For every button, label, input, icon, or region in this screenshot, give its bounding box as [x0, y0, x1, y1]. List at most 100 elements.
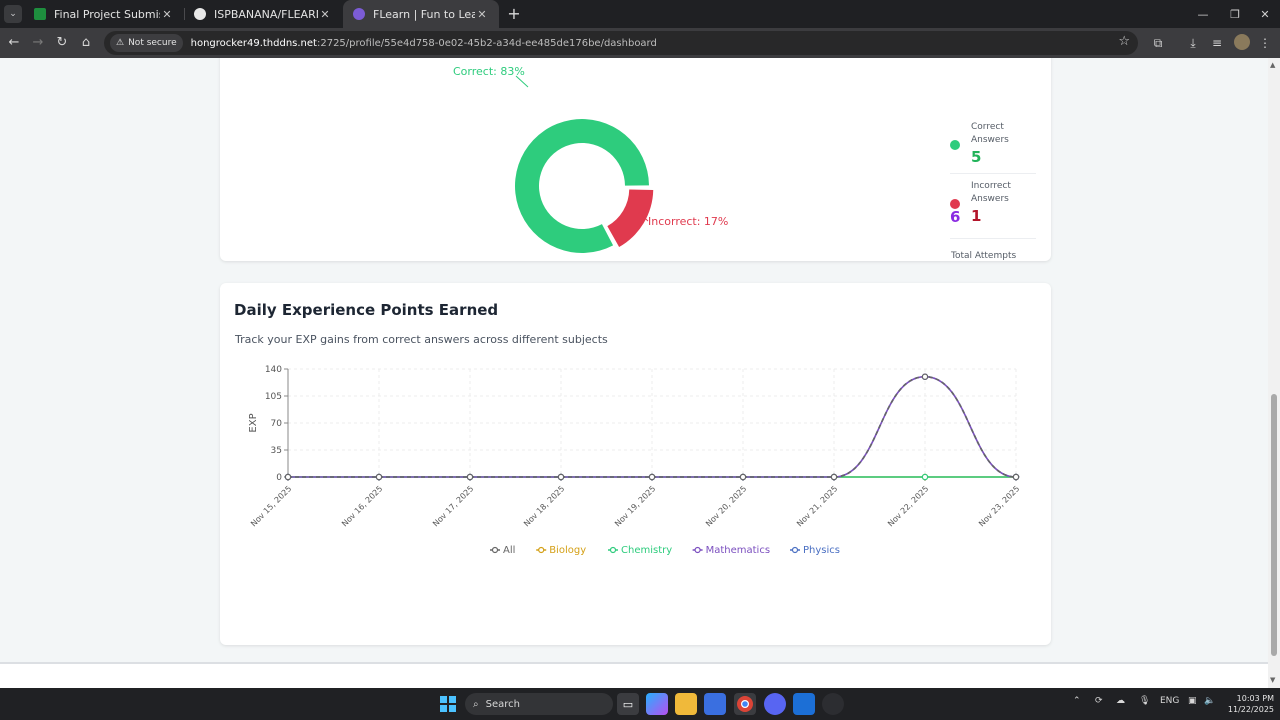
extensions-icon[interactable]: ⧉ — [1153, 36, 1163, 50]
data-point[interactable] — [739, 473, 747, 481]
data-point[interactable] — [284, 473, 292, 481]
menu-icon[interactable]: ⋮ — [1259, 36, 1271, 50]
x-tick-label: Nov 22, 2025 — [886, 484, 930, 528]
chrome-icon[interactable] — [734, 693, 756, 715]
address-bar[interactable]: ⚠ Not secure hongrocker49.thddns.net:272… — [104, 31, 1138, 55]
system-clock[interactable]: 10:03 PM 11/22/2025 — [1222, 693, 1274, 715]
profile-avatar[interactable] — [1234, 34, 1250, 50]
taskbar-search-label: Search — [485, 698, 520, 710]
tab-flearn[interactable]: FLearn | Fun to Learn ✕ — [343, 0, 499, 28]
copilot-icon[interactable] — [646, 693, 668, 715]
incorrect-answers-value: 1 — [971, 207, 982, 225]
section-subtitle: Track your EXP gains from correct answer… — [235, 333, 608, 346]
data-point[interactable] — [830, 473, 838, 481]
url-path: :2725/profile/55e4d758-0e02-45b2-a34d-ee… — [316, 37, 657, 49]
legend-item-all[interactable]: All — [490, 545, 515, 556]
download-icon[interactable]: ⤓ — [1190, 36, 1196, 50]
legend-marker-icon — [538, 546, 545, 554]
y-axis-label: EXP — [248, 413, 259, 432]
tab-strip: ⌄ Final Project Submission ✕ ISPBANANA/F… — [0, 0, 1280, 28]
data-point[interactable] — [466, 473, 474, 481]
legend-item-mathematics[interactable]: Mathematics — [692, 545, 770, 556]
close-icon[interactable]: ✕ — [162, 7, 172, 21]
data-point[interactable] — [1012, 473, 1020, 481]
vpn-app-icon[interactable] — [793, 693, 815, 715]
browser-toolbar: ← → ↻ ⌂ ⚠ Not secure hongrocker49.thddns… — [0, 28, 1280, 58]
cloud-icon[interactable]: ☁ — [1116, 696, 1125, 706]
data-point[interactable] — [648, 473, 656, 481]
legend-marker-icon — [791, 546, 799, 554]
scroll-down-icon[interactable]: ▼ — [1270, 676, 1276, 684]
legend-marker-icon — [609, 546, 617, 554]
home-icon[interactable]: ⌂ — [81, 35, 91, 50]
close-icon[interactable]: ✕ — [477, 7, 487, 21]
windows-start-icon[interactable] — [437, 693, 459, 715]
security-label: Not secure — [128, 38, 177, 48]
accuracy-donut-svg — [515, 75, 654, 253]
correct-slice-label: Correct: 83% — [453, 65, 525, 78]
tab-search-button[interactable]: ⌄ — [4, 5, 22, 23]
language-indicator[interactable]: ENG — [1160, 696, 1180, 706]
close-icon[interactable]: ✕ — [320, 7, 330, 21]
task-view-icon[interactable]: ▭ — [617, 693, 639, 715]
tab-title: FLearn | Fun to Learn — [373, 7, 475, 21]
url-text: hongrocker49.thddns.net:2725/profile/55e… — [191, 38, 657, 49]
x-tick-label: Nov 19, 2025 — [613, 484, 657, 528]
security-chip[interactable]: ⚠ Not secure — [110, 34, 183, 52]
incorrect-slice[interactable] — [607, 189, 654, 248]
correct-answers-value: 5 — [971, 148, 982, 166]
forward-icon[interactable]: → — [32, 35, 44, 50]
x-tick-label: Nov 15, 2025 — [249, 484, 293, 528]
store-icon[interactable] — [704, 693, 726, 715]
data-point[interactable] — [921, 373, 929, 380]
new-tab-button[interactable]: + — [507, 4, 521, 23]
file-explorer-icon[interactable] — [675, 693, 697, 715]
minimize-button[interactable]: — — [1197, 7, 1209, 21]
x-tick-label: Nov 20, 2025 — [704, 484, 748, 528]
tray-overflow-icon[interactable]: ⌃ — [1073, 696, 1081, 706]
tab-final-project[interactable]: Final Project Submission ✕ — [24, 0, 184, 28]
x-tick-label: Nov 16, 2025 — [340, 484, 384, 528]
legend-label: Mathematics — [706, 545, 770, 556]
legend-label: All — [503, 545, 515, 556]
data-point[interactable] — [375, 473, 383, 481]
reading-list-icon[interactable]: ≡ — [1211, 36, 1223, 50]
restore-button[interactable]: ❐ — [1230, 7, 1240, 21]
data-point[interactable] — [557, 473, 565, 481]
network-icon[interactable]: ▣ — [1188, 696, 1197, 706]
legend-item-chemistry[interactable]: Chemistry — [608, 545, 672, 556]
y-tick-label: 70 — [271, 419, 283, 429]
section-title: Daily Experience Points Earned — [234, 301, 499, 319]
page-scrollbar[interactable]: ▲ ▼ — [1268, 58, 1280, 688]
correct-slice[interactable] — [515, 118, 649, 253]
sync-icon[interactable]: ⟳ — [1095, 696, 1103, 706]
stat-divider — [950, 173, 1036, 174]
accuracy-card: Correct: 83% Incorrect: 17% Correct Answ… — [220, 58, 1051, 261]
incorrect-dot-icon — [950, 199, 960, 209]
chart-series — [284, 373, 1020, 481]
back-icon[interactable]: ← — [8, 35, 20, 50]
x-tick-label: Nov 21, 2025 — [795, 484, 839, 528]
y-tick-label: 140 — [265, 365, 282, 375]
bookmark-star-icon[interactable]: ☆ — [1118, 34, 1130, 49]
discord-icon[interactable] — [764, 693, 786, 715]
accuracy-donut — [515, 118, 654, 253]
search-icon: ⌕ — [473, 698, 479, 710]
scroll-up-icon[interactable]: ▲ — [1270, 61, 1276, 69]
data-point[interactable] — [921, 473, 929, 481]
legend-item-biology[interactable]: Biology — [536, 545, 586, 556]
taskbar-search[interactable]: ⌕ Search — [465, 693, 613, 715]
incorrect-answers-label: Incorrect Answers — [971, 181, 1011, 204]
reload-icon[interactable]: ↻ — [56, 35, 68, 50]
legend-label: Chemistry — [621, 545, 672, 556]
microphone-icon[interactable]: 🎙 — [1139, 696, 1151, 706]
close-window-button[interactable]: ✕ — [1260, 7, 1270, 21]
volume-icon[interactable]: 🔈 — [1204, 696, 1216, 706]
footer-divider — [0, 662, 1268, 664]
series-all[interactable] — [284, 373, 1020, 481]
chart-axes: 0 35 70 105 140 EXP Nov 15, 2025 Nov 16, 2025 No… — [248, 365, 1021, 528]
legend-item-physics[interactable]: Physics — [790, 545, 840, 556]
steam-icon[interactable] — [822, 693, 844, 715]
tab-github[interactable]: ISPBANANA/FLEARN ✕ — [184, 0, 342, 28]
scrollbar-thumb[interactable] — [1271, 394, 1277, 656]
